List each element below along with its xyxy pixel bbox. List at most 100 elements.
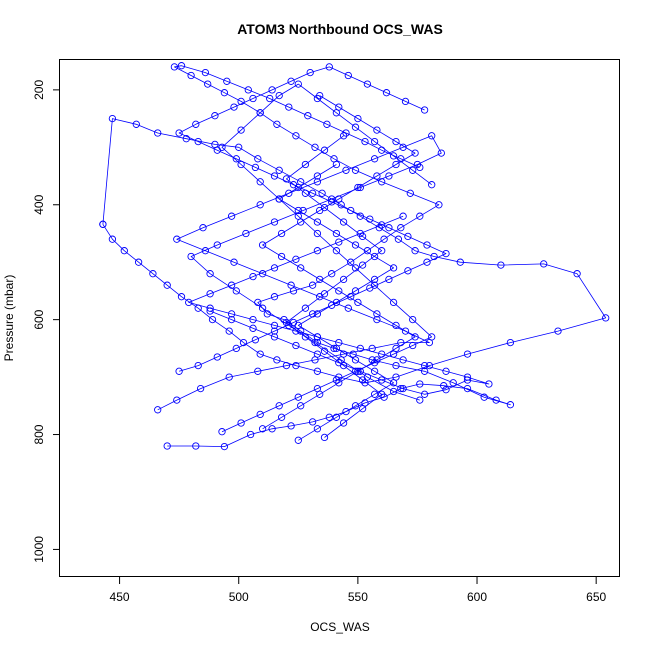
data-point: [406, 189, 414, 197]
data-point: [244, 86, 252, 94]
data-point: [411, 247, 419, 255]
data-point: [251, 163, 260, 172]
data-point: [347, 206, 355, 215]
data-point: [423, 258, 431, 266]
data-point: [389, 387, 398, 396]
data-point: [463, 350, 472, 358]
data-point: [325, 413, 333, 421]
data-point: [325, 63, 333, 71]
data-point: [277, 229, 286, 238]
data-point: [213, 353, 221, 361]
data-point: [320, 146, 329, 154]
data-point: [370, 137, 379, 146]
data-point: [442, 367, 450, 375]
data-point: [282, 318, 291, 327]
data-point: [351, 166, 360, 174]
data-point: [573, 270, 581, 278]
y-tick-label: 200: [32, 80, 46, 100]
data-point: [335, 195, 343, 203]
data-point: [249, 272, 257, 281]
data-point: [328, 198, 336, 206]
series-line: [102, 118, 607, 384]
data-point: [342, 166, 350, 174]
x-axis: 450 500 550 600 650: [110, 577, 607, 604]
data-point: [316, 390, 324, 398]
data-point: [285, 103, 293, 111]
data-point: [192, 442, 200, 450]
data-point: [351, 287, 360, 295]
series-line: [188, 215, 490, 395]
data-point: [356, 344, 364, 353]
data-point: [304, 112, 312, 120]
data-point: [270, 327, 279, 335]
data-point: [239, 338, 248, 347]
data-point: [308, 418, 317, 426]
data-point: [194, 137, 202, 146]
x-tick-label: 650: [586, 590, 606, 604]
data-point: [218, 428, 226, 436]
data-point: [246, 430, 255, 439]
data-point: [463, 373, 472, 381]
data-point: [358, 405, 367, 413]
data-point: [370, 367, 379, 375]
data-point: [339, 275, 348, 284]
data-point: [266, 94, 274, 103]
data-point: [313, 310, 322, 318]
data-point: [339, 361, 348, 370]
data-point: [409, 315, 417, 324]
data-point: [389, 379, 398, 387]
data-point: [154, 406, 162, 414]
data-point: [330, 344, 338, 353]
data-point: [313, 218, 322, 226]
data-point: [411, 333, 419, 341]
data-point: [378, 247, 386, 255]
data-point: [313, 333, 322, 341]
data-point: [416, 396, 424, 404]
series-0: [163, 62, 515, 451]
data-point: [270, 333, 279, 341]
data-point: [449, 379, 457, 387]
data-point: [409, 166, 417, 174]
data-point: [258, 304, 267, 312]
data-point: [354, 298, 362, 307]
data-point: [275, 91, 283, 100]
data-point: [232, 344, 240, 353]
data-point: [425, 361, 434, 370]
data-point: [373, 315, 381, 324]
data-point: [370, 281, 379, 289]
data-point: [237, 160, 245, 169]
data-point: [185, 298, 193, 307]
data-point: [363, 80, 372, 88]
data-point: [256, 201, 264, 209]
data-point: [204, 80, 212, 88]
data-point: [463, 376, 472, 384]
data-point: [554, 327, 562, 335]
data-point: [270, 172, 279, 180]
data-point: [211, 112, 219, 120]
data-point: [351, 356, 360, 364]
data-point: [409, 341, 417, 350]
data-point: [420, 106, 429, 114]
data-point: [232, 155, 240, 163]
data-point: [292, 361, 300, 370]
data-point: [366, 215, 374, 223]
x-tick-label: 500: [229, 590, 249, 604]
data-point: [308, 281, 317, 289]
data-point: [399, 212, 407, 220]
data-point: [320, 433, 329, 442]
data-point: [192, 120, 200, 128]
data-point: [351, 123, 360, 131]
data-point: [294, 183, 302, 192]
data-point: [401, 327, 410, 335]
data-point: [399, 384, 407, 393]
data-point: [358, 232, 367, 241]
data-point: [356, 183, 364, 192]
data-point: [237, 97, 245, 106]
data-point: [120, 247, 128, 255]
data-point: [378, 376, 386, 384]
data-point: [282, 361, 291, 370]
data-point: [313, 367, 322, 375]
data-point: [320, 290, 329, 298]
data-point: [339, 218, 348, 226]
data-point: [382, 89, 391, 97]
